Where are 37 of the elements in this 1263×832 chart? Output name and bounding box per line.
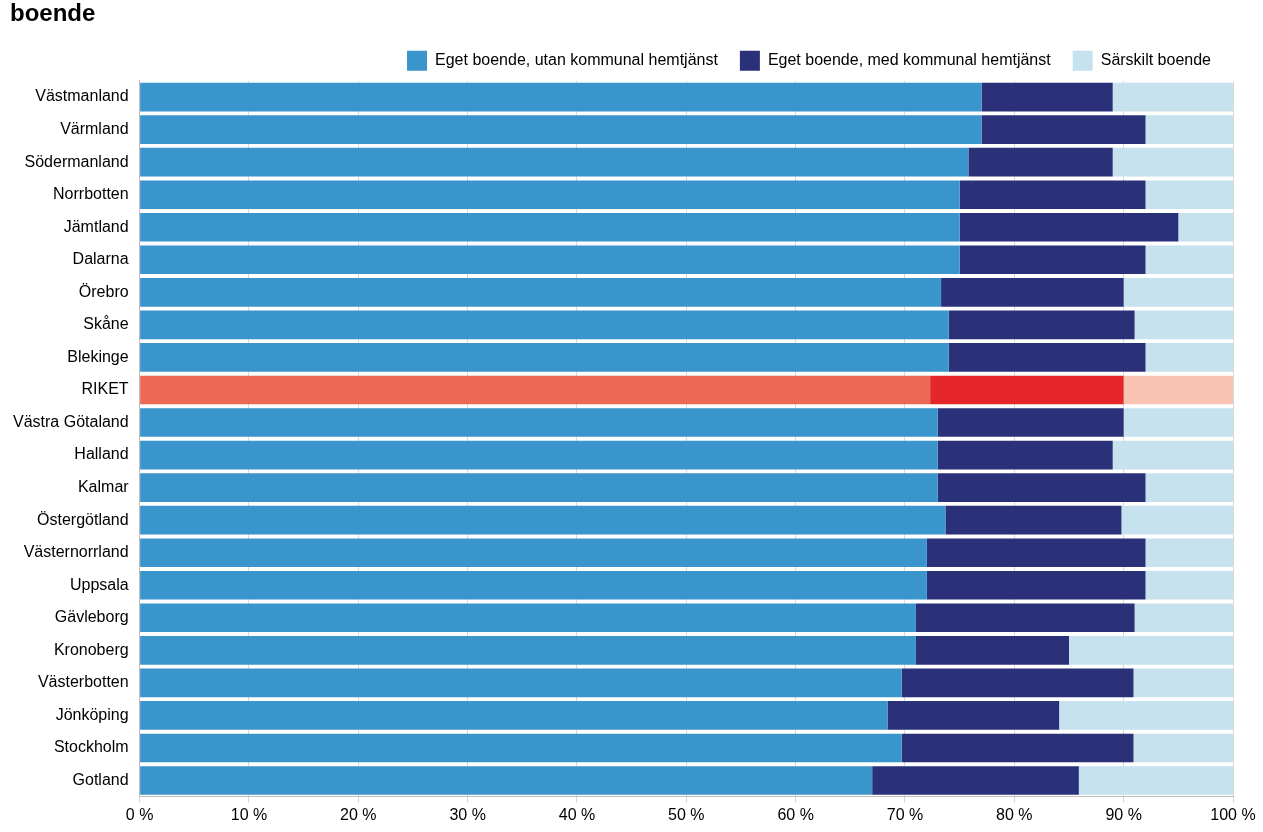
y-tick-label: RIKET [81, 380, 129, 398]
y-tick-label: Norrbotten [53, 185, 129, 203]
y-tick-label: Kalmar [77, 478, 130, 496]
y-tick-label: Uppsala [69, 575, 129, 593]
y-tick-label: Stockholm [53, 738, 129, 756]
y-tick-label: Skåne [83, 315, 129, 333]
y-tick-label: Gotland [72, 770, 129, 788]
y-tick-label: Kronoberg [53, 640, 129, 658]
x-tick-label: 60 % [777, 805, 814, 823]
x-tick-label: 90 % [1105, 805, 1142, 823]
y-tick-label: Blekinge [67, 347, 129, 365]
chart-title: boende [10, 0, 96, 27]
y-tick-label: Västerbotten [37, 673, 129, 691]
y-tick-label: Södermanland [24, 152, 129, 170]
x-tick-label: 50 % [668, 805, 705, 823]
y-tick-label: Västra Götaland [13, 412, 129, 430]
y-tick-label: Jönköping [55, 705, 129, 723]
y-tick-label: Dalarna [72, 250, 129, 268]
x-tick-label: 30 % [449, 805, 486, 823]
y-tick-label: Halland [74, 445, 129, 463]
legend-label: Eget boende, utan kommunal hemtjänst [435, 51, 719, 69]
y-tick-label: Västmanland [35, 87, 129, 105]
x-tick-label: 70 % [886, 805, 924, 823]
legend-label: Eget boende, med kommunal hemtjänst [767, 51, 1052, 69]
legend-label: Särskilt boende [1100, 51, 1212, 69]
y-tick-label: Östergötland [37, 510, 129, 528]
x-tick-label: 100 % [1210, 805, 1256, 823]
y-tick-label: Värmland [60, 120, 129, 138]
y-tick-label: Gävleborg [54, 608, 129, 626]
x-tick-label: 80 % [996, 805, 1033, 823]
x-tick-label: 20 % [340, 805, 377, 823]
y-tick-label: Västernorrland [23, 543, 129, 561]
x-tick-label: 0 % [125, 805, 154, 823]
y-tick-label: Jämtland [63, 217, 129, 235]
y-tick-label: Örebro [78, 282, 129, 300]
x-tick-label: 40 % [558, 805, 596, 823]
x-tick-label: 10 % [230, 805, 268, 823]
